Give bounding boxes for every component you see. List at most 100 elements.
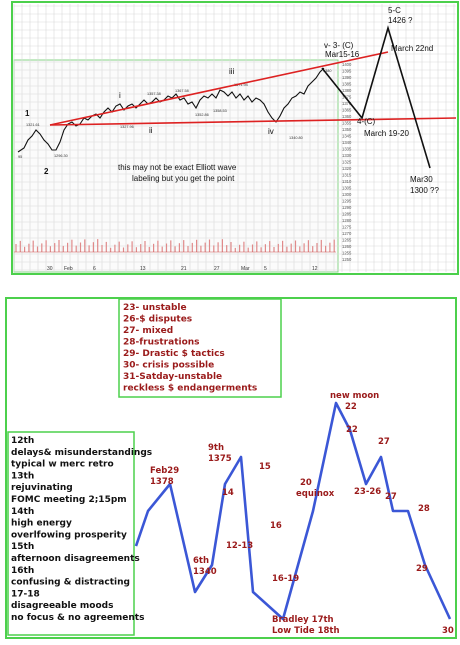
price-annotation: 1327.96 xyxy=(120,125,134,129)
left-note: typical w merc retro xyxy=(11,460,114,470)
x-tick-label: Mar xyxy=(241,266,250,272)
price-annotation: 1352.86 xyxy=(195,113,209,117)
y-tick-label: 1325 xyxy=(342,160,352,165)
wave-point-sublabel: equinox xyxy=(296,489,335,499)
y-tick-label: 1375 xyxy=(342,95,352,100)
price-annotation: 1380 xyxy=(323,69,331,73)
calendar-note: 26-$ disputes xyxy=(123,315,192,325)
y-tick-label: 1275 xyxy=(342,225,352,230)
wave-point-label: new moon xyxy=(330,391,379,401)
elliott-wave-chart-panel: 1400 1395 1390 1385 1380 1375 1370 1365 1360 1355… xyxy=(0,0,460,277)
price-annotation: 1357.38 xyxy=(147,92,161,96)
wave-label-5c-value: 1426 ? xyxy=(388,16,413,25)
calendar-note: reckless $ endangerments xyxy=(123,384,257,394)
left-note: 14th xyxy=(11,507,34,517)
y-tick-label: 1320 xyxy=(342,166,352,171)
y-tick-label: 1400 xyxy=(342,62,352,67)
top-chart-volume xyxy=(14,239,336,253)
wave-point-label: 6th xyxy=(193,556,209,566)
y-tick-label: 1250 xyxy=(342,257,352,262)
target-value: 1300 ?? xyxy=(410,186,439,195)
left-note: 17-18 xyxy=(11,589,40,599)
top-chart-x-axis: 30 Feb 6 13 21 27 Mar 5 12 xyxy=(47,266,318,272)
wave-label-iv: iv xyxy=(268,127,274,136)
price-annotation: 1371.94 xyxy=(234,83,248,87)
wave-point-sublabel: 22 xyxy=(345,402,357,412)
price-annotation: 1296.30 xyxy=(54,154,68,158)
left-note: 16th xyxy=(11,566,34,576)
calendar-note: 31-Satday-unstable xyxy=(123,372,222,382)
y-tick-label: 1265 xyxy=(342,238,352,243)
wave-point-label: 15 xyxy=(259,462,271,472)
left-notes: 12th delays& misunderstandings typical w m… xyxy=(11,436,152,623)
wave-label-5c: 5-C xyxy=(388,6,401,15)
forecast-panel: 23- unstable 26-$ disputes 27- mixed 28-fru… xyxy=(0,297,460,640)
wave-point-label: 23-26 xyxy=(354,487,381,497)
y-tick-label: 1355 xyxy=(342,121,352,126)
calendar-note: 27- mixed xyxy=(123,326,173,336)
y-tick-label: 1350 xyxy=(342,127,352,132)
chart-note-line-2: labeling but you get the point xyxy=(132,174,235,183)
left-note: rejuvinating xyxy=(11,483,73,493)
left-note: 13th xyxy=(11,471,34,481)
wave-point-label: Feb29 xyxy=(150,466,179,476)
left-note: overlfowing prosperity xyxy=(11,530,127,540)
left-note: delays& misunderstandings xyxy=(11,448,152,458)
y-tick-label: 1270 xyxy=(342,231,352,236)
elliott-wave-chart: 1400139513901385138013751370136513601355… xyxy=(11,1,459,275)
wave-label-2: 2 xyxy=(44,167,49,176)
y-tick-label: 1335 xyxy=(342,147,352,152)
wave-label-i: i xyxy=(119,91,121,100)
target-date: Mar30 xyxy=(410,175,433,184)
y-tick-label: 1340 xyxy=(342,140,352,145)
y-tick-label: 1285 xyxy=(342,212,352,217)
price-annotation: 95 xyxy=(18,155,22,159)
y-tick-label: 1365 xyxy=(342,108,352,113)
wave-point-sublabel: 1375 xyxy=(208,454,232,464)
y-tick-label: 1260 xyxy=(342,244,352,249)
calendar-notes-box xyxy=(118,298,282,398)
x-tick-label: 30 xyxy=(47,266,53,272)
wave-point-label: 22 xyxy=(346,425,358,435)
x-tick-label: 13 xyxy=(140,266,146,272)
x-tick-label: 6 xyxy=(93,266,96,272)
x-tick-label: Feb xyxy=(64,266,73,272)
y-tick-label: 1345 xyxy=(342,134,352,139)
wave-point-label: 16-19 xyxy=(272,574,299,584)
wave-label-5c-date: March 22nd xyxy=(391,44,433,53)
left-note: 12th xyxy=(11,436,34,446)
wave-label-4c-date: March 19-20 xyxy=(364,129,409,138)
lower-trend-line xyxy=(49,117,457,126)
y-tick-label: 1255 xyxy=(342,251,352,256)
calendar-note: 28-frustrations xyxy=(123,338,200,348)
upper-trend-line xyxy=(49,51,389,126)
left-note: 15th xyxy=(11,542,34,552)
bradley-line-1: Bradley 17th xyxy=(272,615,334,625)
x-tick-label: 12 xyxy=(312,266,318,272)
y-tick-label: 1395 xyxy=(342,69,352,74)
calendar-note: 23- unstable xyxy=(123,303,187,313)
projection-line xyxy=(321,25,431,169)
wave-point-label: 16 xyxy=(270,521,282,531)
y-tick-label: 1385 xyxy=(342,82,352,87)
calendar-note: 30- crisis possible xyxy=(123,361,214,371)
wave-point-label: 27 xyxy=(378,437,390,447)
y-tick-label: 1305 xyxy=(342,186,352,191)
wave-label-v-date: Mar15-16 xyxy=(325,50,360,59)
price-labels: 1321.61 1296.30 95 1327.96 1357.38 1367.58 135… xyxy=(18,69,331,159)
wave-point-label: 30 xyxy=(442,626,454,636)
wave-point-label: 28 xyxy=(418,504,430,514)
y-tick-label: 1310 xyxy=(342,179,352,184)
left-note: afternoon disagreements xyxy=(11,554,140,564)
x-tick-label: 21 xyxy=(181,266,187,272)
chart-note-line-1: this may not be exact Elliott wave xyxy=(118,163,237,172)
left-note: high energy xyxy=(11,519,72,529)
bradley-line-2: Low Tide 18th xyxy=(272,626,340,636)
y-tick-label: 1330 xyxy=(342,153,352,158)
y-tick-label: 1390 xyxy=(342,75,352,80)
wave-point-label: 14 xyxy=(222,488,234,498)
y-tick-label: 1295 xyxy=(342,199,352,204)
